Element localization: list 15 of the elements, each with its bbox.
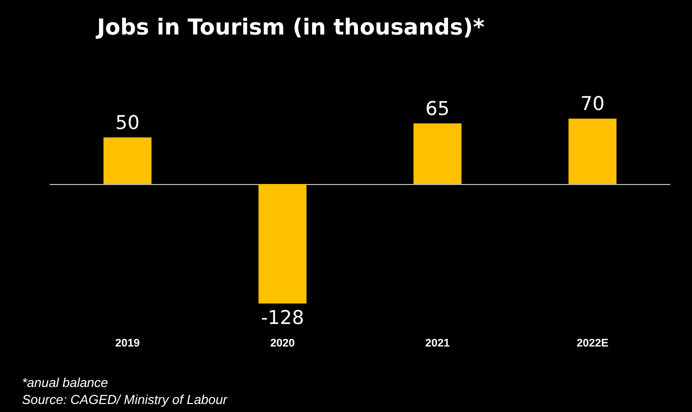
x-tick-label: 2021	[425, 338, 450, 350]
x-tick-label: 2022E	[576, 338, 608, 350]
bar	[568, 118, 616, 184]
x-tick-label: 2020	[270, 338, 295, 350]
chart-title: Jobs in Tourism (in thousands)*	[95, 16, 485, 40]
data-label: 70	[580, 93, 605, 116]
source-note: Source: CAGED/ Ministry of Labour	[22, 392, 228, 407]
data-label: -128	[260, 306, 304, 329]
x-tick-label: 2019	[115, 338, 140, 350]
bar	[414, 123, 462, 184]
data-label: 65	[425, 98, 450, 120]
data-label: 50	[115, 112, 140, 134]
bar	[258, 184, 306, 304]
text: *anual balance	[22, 375, 108, 390]
bar	[104, 137, 152, 184]
